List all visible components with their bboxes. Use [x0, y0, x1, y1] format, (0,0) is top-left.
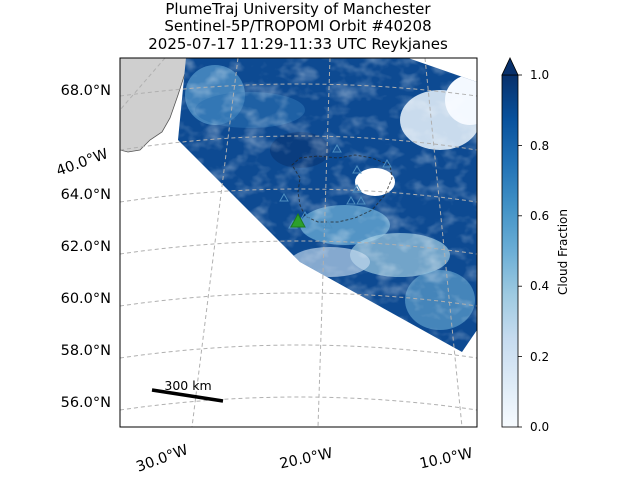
lon-label-20w: 20.0°W [278, 446, 334, 473]
title-line-1: PlumeTraj University of Manchester [165, 0, 431, 18]
colorbar-tick-1: 0.2 [530, 350, 549, 364]
colorbar-tick-4: 0.8 [530, 139, 549, 153]
reykjanes-volcano-marker [290, 212, 306, 228]
colorbar-gradient [501, 74, 519, 428]
scale-bar-label: 300 km [164, 378, 211, 393]
colorbar: 0.0 0.2 0.4 0.6 0.8 1.0 Cloud Fraction [501, 57, 570, 434]
lat-label-64: 64.0°N [61, 187, 111, 203]
colorbar-tick-5: 1.0 [530, 68, 549, 82]
map-frame [119, 57, 478, 428]
lon-label-10w: 10.0°W [418, 446, 474, 473]
map-area: 300 km [120, 58, 477, 427]
scale-bar [151, 388, 224, 403]
graticule [120, 58, 477, 427]
lon-label-40w: 40.0°W [54, 146, 110, 179]
colorbar-tick-0: 0.0 [530, 420, 549, 434]
greenland-land [120, 58, 191, 153]
lat-label-62: 62.0°N [61, 239, 111, 255]
colorbar-extend-arrow [501, 57, 519, 76]
title-line-3: 2025-07-17 11:29-11:33 UTC Reykjanes [148, 35, 448, 53]
lat-label-68: 68.0°N [61, 83, 111, 99]
lat-label-58: 58.0°N [61, 343, 111, 359]
lon-label-30w: 30.0°W [134, 442, 190, 475]
colorbar-label: Cloud Fraction [556, 209, 570, 295]
title-line-2: Sentinel-5P/TROPOMI Orbit #40208 [164, 17, 431, 35]
colorbar-tick-2: 0.4 [530, 279, 549, 293]
lat-label-60: 60.0°N [61, 291, 111, 307]
colorbar-tick-3: 0.6 [530, 209, 549, 223]
lat-label-56: 56.0°N [61, 395, 111, 411]
